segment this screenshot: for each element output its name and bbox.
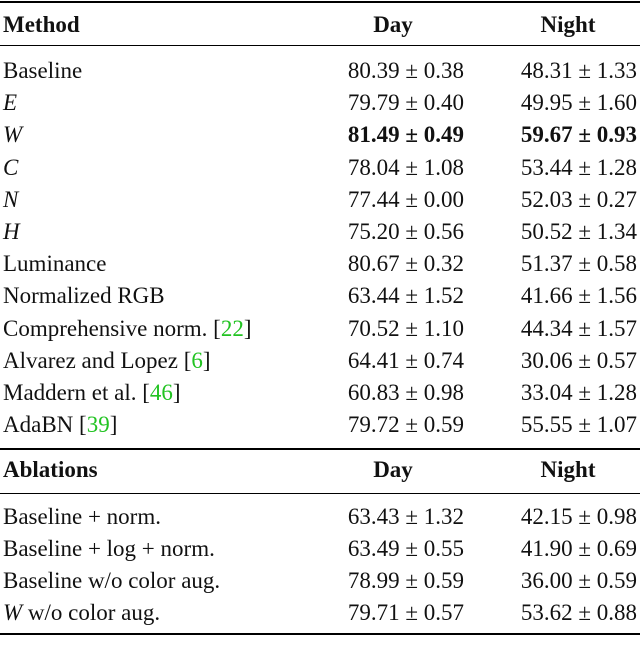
day-value: 78.99 ± 0.59 (347, 568, 464, 594)
day-value: 63.49 ± 0.55 (347, 536, 464, 562)
method-cell: AdaBN [39] (3, 410, 117, 440)
method-cell: Baseline w/o color aug. (3, 566, 220, 596)
header-cell: Night (540, 12, 596, 37)
night-value: 55.55 ± 1.07 (520, 412, 637, 438)
method-text: Alvarez and Lopez [ (3, 347, 192, 373)
night-value: 52.03 ± 0.27 (520, 186, 637, 212)
header-cell: Day (373, 457, 413, 482)
night-value: 41.66 ± 1.56 (520, 283, 637, 309)
day-value: 80.67 ± 0.32 (347, 251, 464, 277)
header-cell: Night (540, 457, 596, 482)
method-cell: E (3, 88, 17, 118)
header-cell: Day (373, 12, 413, 37)
method-text: N (3, 186, 19, 212)
citation[interactable]: 6 (191, 347, 203, 373)
method-text: Luminance (3, 251, 107, 277)
night-value: 33.04 ± 1.28 (520, 380, 637, 405)
method-text: W (3, 600, 23, 626)
rule (0, 493, 640, 494)
method-cell: C (3, 153, 18, 183)
day-value: 80.39 ± 0.38 (347, 58, 464, 83)
day-value: 70.52 ± 1.10 (347, 315, 464, 341)
method-text: ] (202, 347, 211, 373)
rule (0, 633, 640, 635)
rule (0, 448, 640, 450)
night-value: 42.15 ± 0.98 (520, 504, 637, 529)
method-cell: Alvarez and Lopez [6] (3, 346, 211, 376)
day-value: 64.41 ± 0.74 (347, 347, 464, 373)
method-text: ] (172, 380, 181, 405)
method-text: Baseline (3, 58, 83, 83)
night-value: 51.37 ± 0.58 (520, 251, 637, 277)
method-cell: Baseline (3, 56, 82, 86)
method-text: H (3, 219, 20, 244)
method-cell: Baseline + norm. (3, 502, 161, 532)
method-text: Normalized RGB (3, 283, 165, 309)
citation[interactable]: 39 (86, 412, 110, 438)
day-value: 79.72 ± 0.59 (347, 412, 464, 438)
night-value: 41.90 ± 0.69 (520, 536, 637, 562)
day-value: 63.43 ± 1.32 (347, 504, 464, 529)
night-value: 30.06 ± 0.57 (520, 347, 637, 373)
method-cell: W w/o color aug. (3, 598, 160, 628)
method-cell: Normalized RGB (3, 281, 165, 311)
header-cell: Method (3, 12, 80, 37)
method-text: E (3, 90, 18, 116)
method-text: W (3, 122, 23, 148)
citation[interactable]: 22 (220, 315, 244, 341)
method-cell: Baseline + log + norm. (3, 534, 215, 564)
method-text: Baseline + log + norm. (3, 536, 215, 562)
method-cell: Maddern et al. [46] (3, 378, 181, 408)
night-value: 49.95 ± 1.60 (520, 90, 637, 116)
method-text: AdaBN [ (3, 412, 87, 438)
method-text: C (3, 154, 19, 180)
method-cell: Luminance (3, 249, 106, 279)
night-value: 53.62 ± 0.88 (520, 600, 637, 626)
night-value: 48.31 ± 1.33 (520, 58, 637, 83)
method-cell: W (3, 120, 22, 150)
method-text: w/o color aug. (22, 600, 161, 626)
night-value: 53.44 ± 1.28 (520, 154, 637, 180)
method-cell: N (3, 185, 18, 215)
header-cell: Ablations (3, 457, 98, 482)
day-value: 79.79 ± 0.40 (347, 90, 464, 116)
rule (0, 45, 640, 46)
citation[interactable]: 46 (149, 380, 173, 405)
method-text: ] (243, 315, 252, 341)
method-text: Baseline w/o color aug. (3, 568, 221, 594)
day-value: 77.44 ± 0.00 (347, 186, 464, 212)
method-text: ] (109, 412, 118, 438)
night-value: 50.52 ± 1.34 (520, 219, 637, 244)
day-value: 78.04 ± 1.08 (347, 154, 464, 180)
day-value: 79.71 ± 0.57 (347, 600, 464, 626)
method-text: Baseline + norm. (3, 504, 161, 529)
method-text: Maddern et al. [ (3, 380, 150, 405)
day-value: 75.20 ± 0.56 (347, 219, 464, 244)
method-text: Comprehensive norm. [ (3, 315, 221, 341)
night-value: 44.34 ± 1.57 (520, 315, 637, 341)
night-value: 36.00 ± 0.59 (520, 568, 637, 594)
rule (0, 1, 640, 3)
method-cell: H (3, 217, 20, 247)
day-value: 81.49 ± 0.49 (347, 122, 464, 148)
day-value: 63.44 ± 1.52 (347, 283, 464, 309)
night-value: 59.67 ± 0.93 (520, 122, 637, 148)
day-value: 60.83 ± 0.98 (347, 380, 464, 405)
method-cell: Comprehensive norm. [22] (3, 314, 252, 344)
